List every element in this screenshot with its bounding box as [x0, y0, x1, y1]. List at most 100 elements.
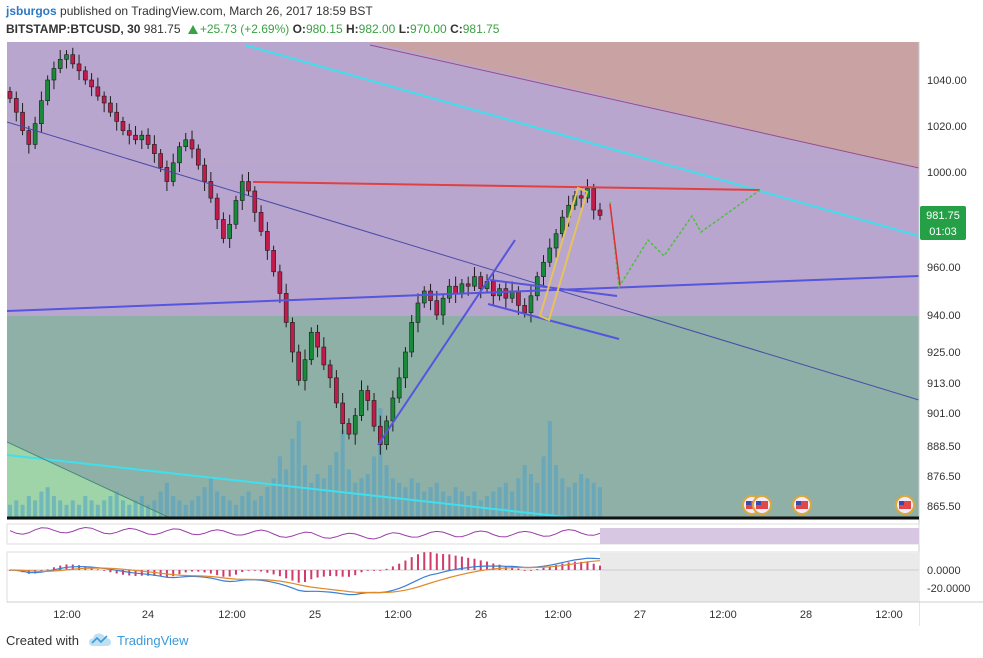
wedge-upper-line[interactable] [489, 279, 618, 297]
candle [340, 393, 345, 435]
candle [202, 158, 207, 191]
macd-hist-bar [222, 570, 225, 577]
volume-bar [372, 456, 377, 518]
volume-bar [108, 496, 113, 518]
yellow-rising-channel[interactable] [538, 186, 589, 322]
candle [57, 50, 63, 74]
econ-event-flag[interactable] [792, 495, 812, 515]
volume-bar [359, 478, 364, 518]
volume-bar [560, 478, 565, 518]
candle [95, 77, 101, 101]
candle [541, 255, 546, 287]
price-tick-label: 940.00 [927, 310, 961, 322]
chart-area[interactable]: 1040.00 1020.00 1000.00 960.00 940.00 925.00 9… [0, 42, 983, 626]
volume-bar [522, 465, 527, 518]
symbol-label: BITSTAMP:BTCUSD, 30 [6, 22, 141, 36]
volume-bar [89, 500, 94, 518]
macd-hist-bar [316, 570, 319, 578]
candle [440, 293, 446, 325]
candle [346, 418, 352, 440]
candle [13, 91, 19, 122]
red-projection-drop[interactable] [609, 203, 621, 286]
candle [227, 214, 232, 248]
candle [553, 229, 559, 258]
volume-bar [64, 504, 69, 518]
macd-hist-bar [178, 570, 181, 575]
econ-event-flag[interactable] [895, 495, 915, 515]
price-tick-label: 1020.00 [927, 121, 967, 133]
macd-hist-bar [580, 561, 583, 570]
macd-hist-bar [567, 562, 570, 570]
macd-hist-bar [241, 570, 244, 573]
last-price-badge-value: 981.75 [926, 210, 960, 222]
green-projection-path[interactable] [609, 189, 761, 290]
blue-rising-trendline[interactable] [377, 239, 516, 446]
macd-hist-bar [529, 570, 532, 571]
time-tick-label: 12:00 [53, 609, 81, 621]
cyan-trendline-lower[interactable] [7, 454, 576, 518]
candle [547, 238, 553, 267]
pitchfork-green-line[interactable] [7, 441, 171, 518]
candle [126, 123, 132, 145]
macd-hist-bar [115, 570, 118, 574]
macd-hist-bar [121, 570, 124, 575]
macd-hist-bar [184, 570, 187, 573]
volume-bar [309, 482, 314, 518]
price-axis [919, 42, 983, 626]
volume-bar [353, 482, 358, 518]
macd-hist-bar [479, 560, 482, 570]
macd-hist-bar [586, 561, 589, 570]
volume-bar [139, 496, 144, 518]
macd-hist-bar [52, 567, 55, 570]
blue-support-trendline[interactable] [7, 275, 919, 312]
volume-bar [497, 487, 502, 518]
volume-bar [516, 478, 521, 518]
volume-bar [585, 478, 590, 518]
candle [447, 279, 452, 303]
volume-bar [127, 504, 132, 518]
cyan-trendline-upper[interactable] [244, 44, 919, 237]
price-pane[interactable] [7, 42, 919, 518]
candle [371, 393, 377, 432]
volume-bar [334, 452, 339, 518]
pitchfork-median-line[interactable] [7, 121, 919, 401]
time-tick-label: 27 [634, 609, 646, 621]
volume-bar [566, 487, 571, 518]
macd-hist-bar [304, 570, 306, 582]
volume-bar [246, 491, 251, 518]
volume-bar [290, 438, 295, 518]
candle [321, 337, 327, 371]
candle [421, 286, 427, 308]
candle [183, 132, 189, 152]
volume-bar [321, 478, 326, 518]
candle [158, 149, 163, 172]
volume-bar [447, 496, 452, 518]
econ-event-flag[interactable] [752, 495, 772, 515]
pitchfork-upper-line[interactable] [369, 44, 919, 169]
macd-hist-bar [347, 570, 350, 577]
high-value: 982.00 [358, 22, 396, 36]
wedge-lower-line[interactable] [487, 303, 620, 340]
volume-bar [202, 487, 207, 518]
macd-future-zone [600, 553, 919, 602]
time-tick-label: 12:00 [384, 609, 412, 621]
candle [277, 264, 283, 303]
time-tick-label: 25 [309, 609, 321, 621]
countdown-timer: 01:03 [929, 226, 957, 238]
macd-hist-bar [548, 566, 551, 570]
volume-bar [240, 496, 245, 518]
macd-hist-bar [272, 570, 275, 575]
macd-hist-bar [542, 567, 545, 570]
candle [327, 359, 333, 388]
tradingview-link[interactable]: TradingView [117, 633, 189, 648]
publish-line: jsburgos published on TradingView.com, M… [6, 4, 373, 18]
red-resistance-line[interactable] [252, 181, 761, 191]
author-link[interactable]: jsburgos [6, 4, 57, 18]
macd-hist-bar [228, 570, 231, 577]
candle [597, 202, 603, 221]
volume-bar [146, 504, 151, 518]
macd-hist-bar [473, 558, 476, 570]
time-tick-label: 24 [142, 609, 154, 621]
price-tick-label: 901.00 [927, 408, 961, 420]
volume-bar [554, 465, 559, 518]
